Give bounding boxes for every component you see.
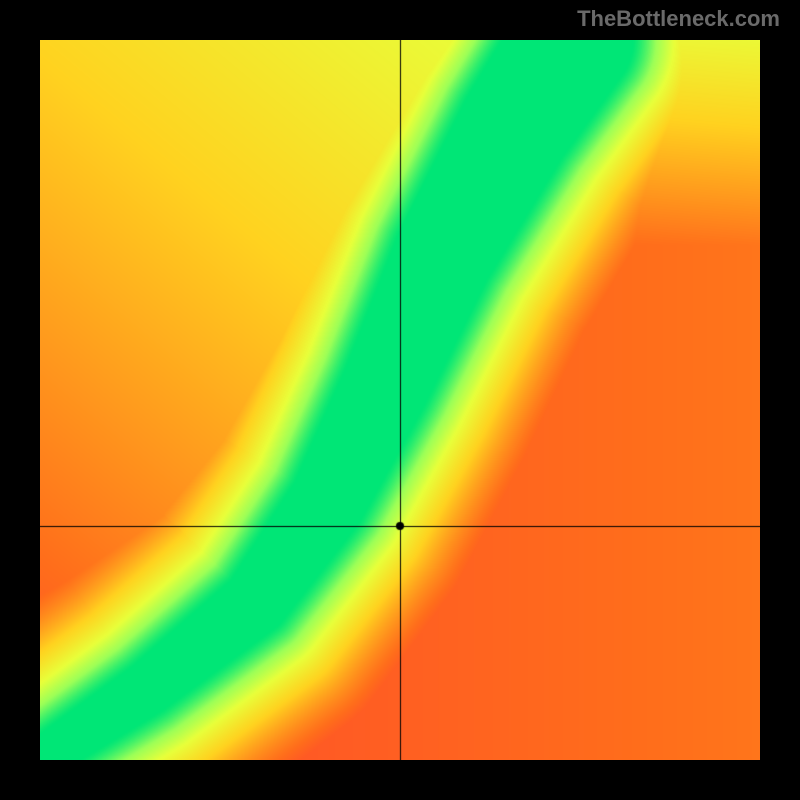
watermark-text: TheBottleneck.com [577, 6, 780, 32]
heatmap-canvas [40, 40, 760, 760]
bottleneck-heatmap [40, 40, 760, 760]
